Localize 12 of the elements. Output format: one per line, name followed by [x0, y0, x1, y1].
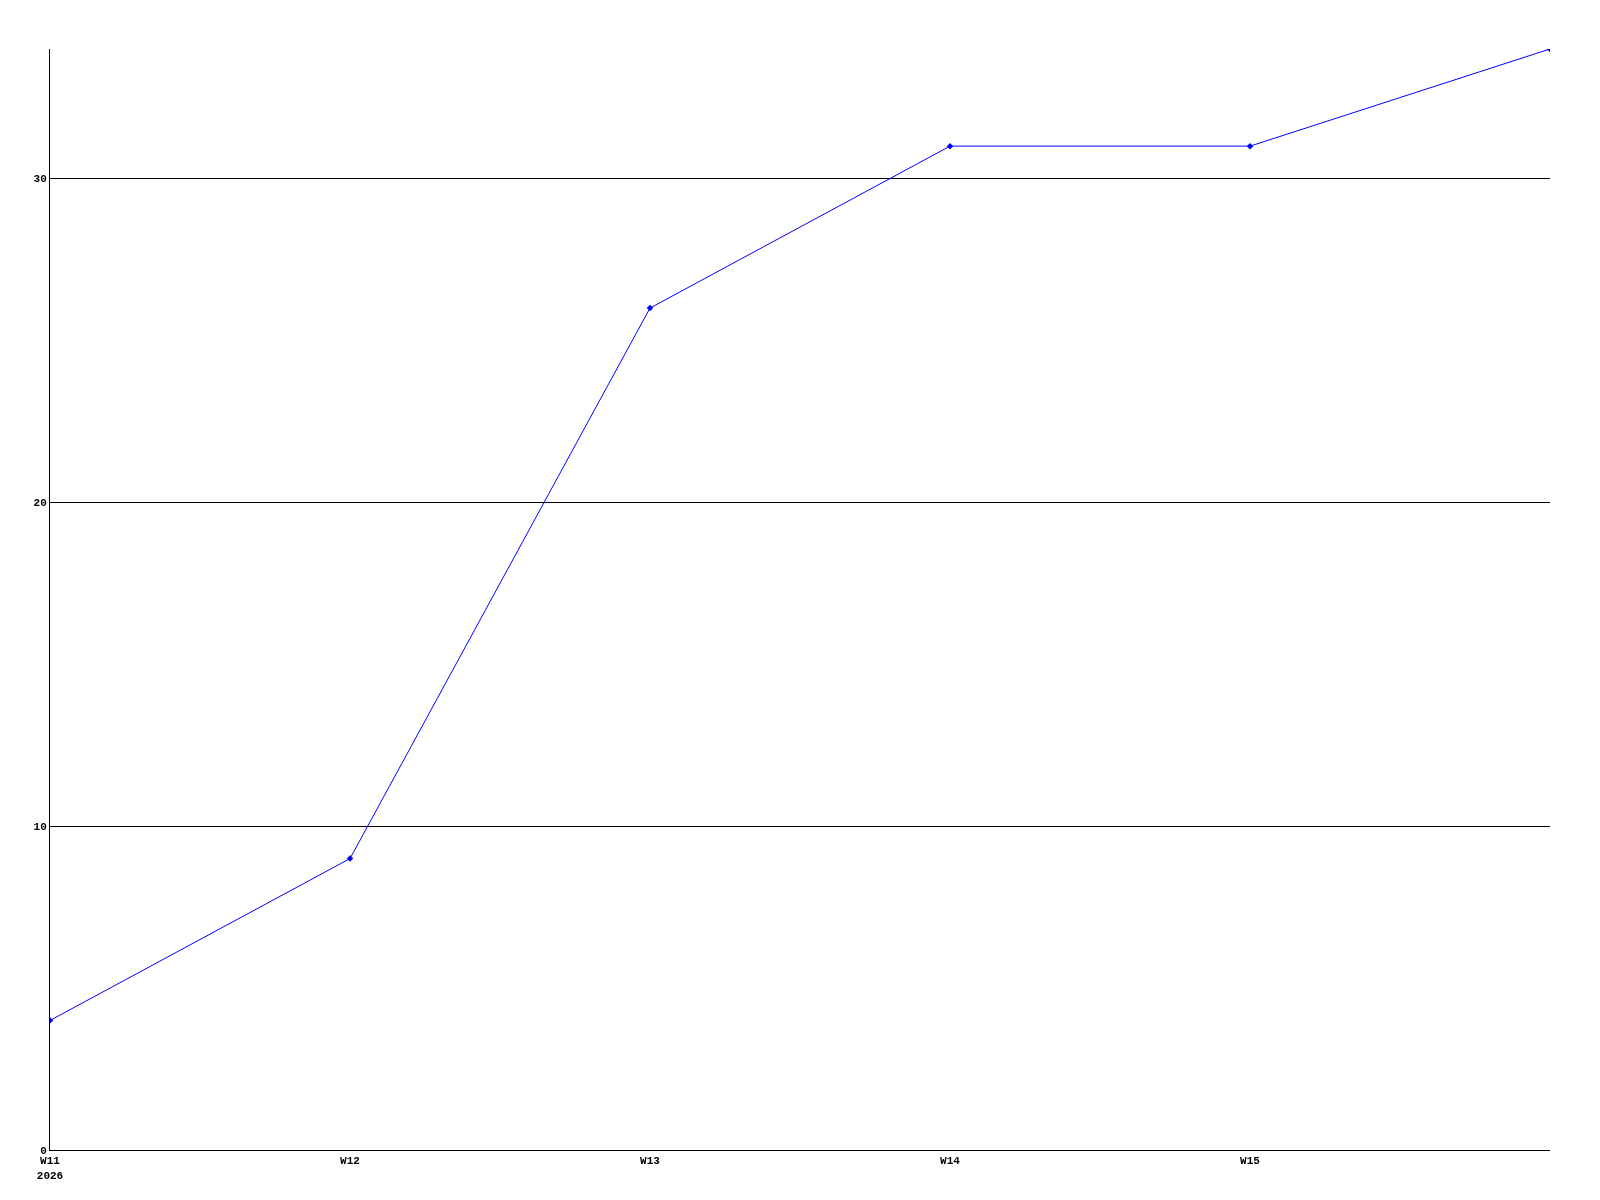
x-tick-label: W15	[1240, 1155, 1261, 1168]
y-tick-label: 30	[33, 173, 47, 186]
point	[1246, 142, 1254, 150]
y-tick-label: 10	[33, 821, 47, 834]
y-tick-label: 20	[33, 497, 47, 510]
y-tick-label: 0	[40, 1144, 47, 1157]
x-tick-label: W14	[940, 1155, 961, 1168]
point	[646, 304, 654, 312]
point	[946, 142, 954, 150]
x-tick-label: W12	[340, 1155, 360, 1168]
x-tick-label: W11 2026	[36, 1155, 64, 1182]
x-tick-label: W13	[640, 1155, 661, 1168]
